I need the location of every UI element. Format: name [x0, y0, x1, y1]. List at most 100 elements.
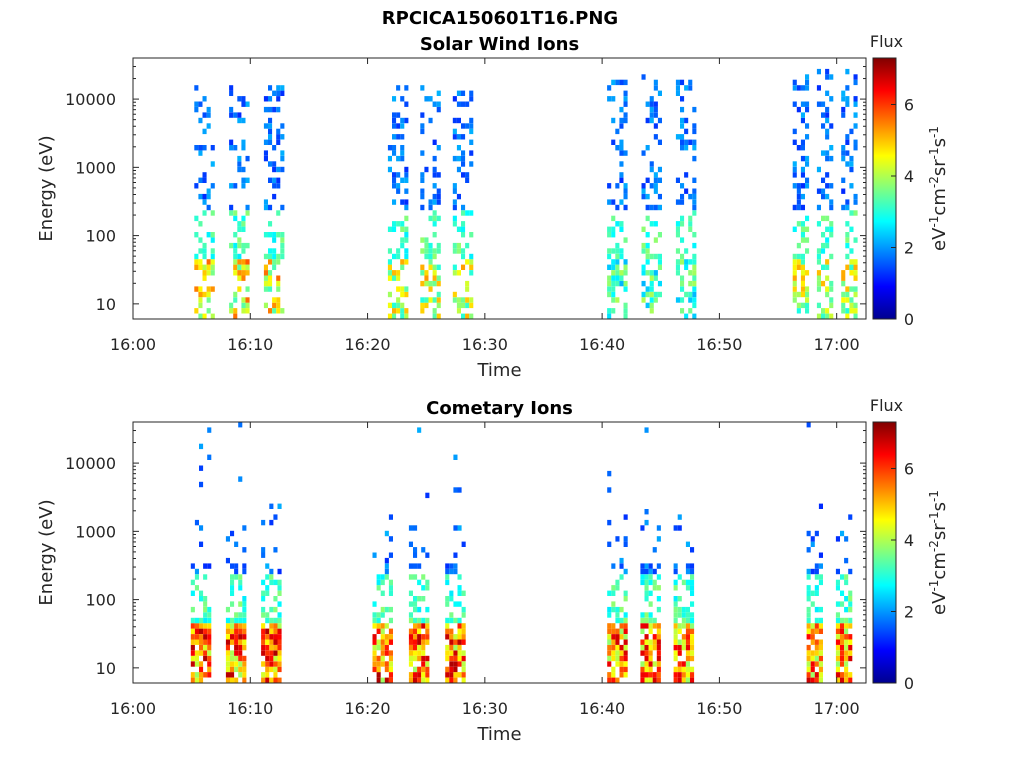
spectrogram-cell	[238, 666, 243, 673]
spectrogram-cell	[432, 248, 437, 254]
spectrogram-cell	[245, 155, 250, 162]
spectrogram-cell	[849, 166, 854, 173]
spectrogram-cell	[461, 161, 466, 167]
spectrogram-cell	[376, 579, 381, 586]
spectrogram-cell	[198, 221, 203, 227]
spectrogram-cell	[644, 579, 649, 586]
spectrogram-cell	[203, 655, 208, 662]
spectrogram-cell	[428, 117, 433, 124]
spectrogram-cell	[387, 259, 392, 265]
spectrogram-cell	[421, 585, 426, 591]
spectrogram-cell	[453, 552, 458, 558]
spectrogram-cell	[436, 145, 441, 151]
spectrogram-cell	[432, 308, 437, 314]
spectrogram-cell	[640, 644, 645, 651]
spectrogram-cell	[615, 128, 620, 135]
spectrogram-cell	[396, 297, 401, 303]
spectrogram-cell	[449, 639, 454, 645]
spectrogram-cell	[673, 628, 678, 634]
x-tick-label: 17:00	[814, 335, 860, 354]
spectrogram-cell	[233, 248, 238, 254]
spectrogram-cell	[408, 612, 413, 618]
spectrogram-cell	[800, 237, 805, 243]
spectrogram-cell	[417, 644, 422, 651]
spectrogram-cell	[202, 193, 207, 200]
spectrogram-cell	[194, 183, 199, 189]
spectrogram-cell	[800, 139, 805, 145]
spectrogram-cell	[190, 644, 195, 651]
spectrogram-cell	[203, 617, 208, 624]
spectrogram-cell	[688, 308, 693, 314]
spectrogram-cell	[207, 617, 212, 624]
spectrogram-cell	[853, 199, 858, 205]
spectrogram-cell	[648, 623, 653, 629]
spectrogram-cell	[198, 291, 203, 298]
spectrogram-cell	[457, 634, 462, 640]
spectrogram-cell	[845, 237, 850, 243]
spectrogram-cell	[384, 634, 389, 640]
spectrogram-cell	[245, 259, 250, 265]
spectrogram-cell	[840, 530, 845, 537]
spectrogram-cell	[263, 199, 268, 205]
spectrogram-cell	[237, 259, 242, 265]
spectrogram-cell	[810, 639, 815, 645]
spectrogram-cell	[269, 628, 274, 634]
spectrogram-cell	[841, 96, 846, 102]
spectrogram-cell	[387, 264, 392, 270]
spectrogram-cell	[194, 655, 199, 662]
spectrogram-cell	[848, 672, 853, 678]
spectrogram-cell	[825, 237, 830, 243]
spectrogram-cell	[421, 623, 426, 629]
spectrogram-cell	[607, 661, 612, 667]
spectrogram-cell	[619, 177, 624, 183]
spectrogram-cell	[611, 215, 616, 222]
spectrogram-cell	[673, 634, 678, 640]
spectrogram-cell	[469, 259, 474, 265]
spectrogram-cell	[408, 661, 413, 667]
spectrogram-cell	[424, 248, 429, 254]
spectrogram-cell	[607, 672, 612, 678]
spectrogram-cell	[844, 596, 849, 602]
spectrogram-cell	[452, 128, 457, 135]
spectrogram-cell	[280, 150, 285, 156]
spectrogram-cell	[408, 672, 413, 678]
spectrogram-cell	[194, 215, 199, 222]
spectrogram-cell	[420, 172, 425, 178]
spectrogram-cell	[652, 623, 657, 629]
spectrogram-cell	[404, 248, 409, 254]
spectrogram-cell	[825, 286, 830, 292]
spectrogram-cell	[649, 291, 654, 298]
spectrogram-cell	[653, 183, 658, 189]
spectrogram-cell	[408, 563, 413, 569]
spectrogram-cell	[653, 270, 658, 276]
spectrogram-cell	[408, 655, 413, 662]
spectrogram-cell	[210, 183, 215, 189]
spectrogram-cell	[456, 166, 461, 173]
spectrogram-cell	[619, 672, 624, 678]
spectrogram-cell	[461, 210, 466, 216]
spectrogram-cell	[845, 68, 850, 75]
spectrogram-cell	[230, 574, 235, 580]
spectrogram-cell	[199, 677, 204, 683]
spectrogram-cell	[816, 259, 821, 265]
spectrogram-cell	[263, 204, 268, 211]
spectrogram-cell	[800, 166, 805, 173]
spectrogram-cell	[611, 590, 616, 596]
spectrogram-cell	[273, 655, 278, 662]
spectrogram-cell	[413, 606, 418, 613]
plot-area	[132, 421, 867, 684]
spectrogram-cell	[417, 634, 422, 640]
spectrogram-cell	[432, 297, 437, 303]
spectrogram-cell	[648, 601, 653, 607]
x-tick-label: 16:50	[696, 335, 742, 354]
spectrogram-cell	[677, 666, 682, 673]
spectrogram-cell	[277, 612, 282, 618]
spectrogram-cell	[449, 666, 454, 673]
spectrogram-cell	[829, 286, 834, 292]
spectrogram-cell	[242, 547, 247, 553]
spectrogram-cell	[280, 253, 285, 260]
spectrogram-cell	[387, 226, 392, 232]
spectrogram-cell	[825, 128, 830, 135]
spectrogram-cell	[611, 606, 616, 613]
spectrogram-cell	[825, 259, 830, 265]
